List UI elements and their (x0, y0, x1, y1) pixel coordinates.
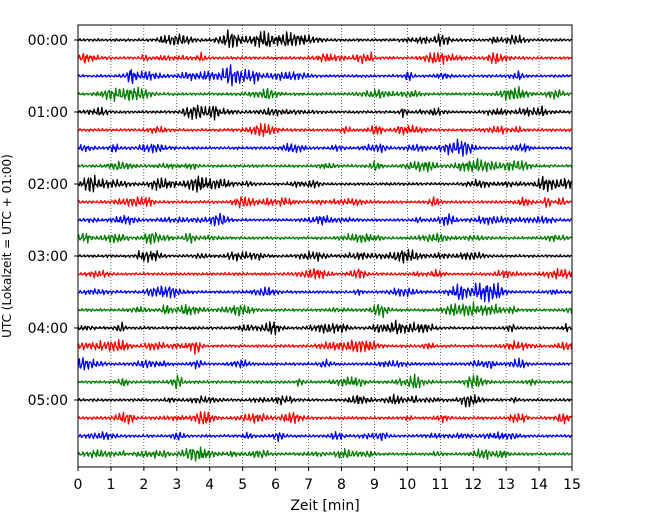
trace-row (77, 357, 572, 371)
trace-row (77, 248, 572, 264)
x-axis-title: Zeit [min] (290, 498, 359, 514)
trace-row (77, 282, 572, 303)
trace-row (77, 338, 573, 356)
trace-row (77, 373, 573, 390)
x-tick-label: 0 (74, 477, 83, 493)
y-tick-label: 00:00 (28, 33, 68, 49)
y-axis-ticks: 00:00 01:00 02:00 03:00 04:00 05:00 (28, 33, 78, 409)
trace-row (77, 104, 572, 121)
trace-row (77, 85, 572, 103)
trace-row (77, 212, 572, 227)
trace-row (77, 319, 572, 336)
trace-group (77, 29, 573, 462)
trace-row (77, 431, 572, 443)
y-tick-label: 02:00 (28, 177, 68, 193)
x-tick-label: 5 (238, 477, 247, 493)
trace-row (77, 446, 572, 462)
trace-row (77, 393, 572, 408)
trace-row (77, 122, 572, 138)
y-tick-label: 03:00 (28, 249, 68, 265)
x-tick-label: 12 (464, 477, 482, 493)
x-tick-label: 13 (497, 477, 515, 493)
y-tick-label: 01:00 (28, 105, 68, 121)
x-tick-label: 15 (563, 477, 581, 493)
trace-row (77, 51, 572, 65)
x-tick-label: 6 (271, 477, 280, 493)
x-tick-label: 4 (205, 477, 214, 493)
trace-row (77, 196, 572, 209)
x-tick-label: 3 (172, 477, 181, 493)
trace-row (77, 267, 573, 280)
x-axis-ticks: 0 1 2 3 4 5 6 7 8 9 10 11 12 13 14 15 (74, 467, 581, 493)
trace-row (77, 301, 573, 319)
x-tick-label: 14 (530, 477, 548, 493)
trace-row (77, 157, 573, 173)
y-tick-label: 05:00 (28, 393, 68, 409)
trace-row (77, 231, 573, 245)
trace-row (77, 410, 573, 425)
y-axis-title: UTC (Lokalzeit = UTC + 01:00) (0, 154, 14, 338)
trace-row (77, 174, 572, 193)
trace-row (77, 29, 572, 49)
x-tick-label: 1 (106, 477, 115, 493)
x-tick-label: 8 (337, 477, 346, 493)
trace-row (77, 64, 572, 87)
x-tick-label: 10 (398, 477, 416, 493)
x-tick-label: 9 (370, 477, 379, 493)
plot-frame (77, 24, 573, 468)
x-tick-label: 7 (304, 477, 313, 493)
x-tick-label: 11 (431, 477, 449, 493)
trace-row (77, 138, 573, 157)
plot-background (78, 25, 572, 467)
y-tick-label: 04:00 (28, 321, 68, 337)
x-tick-label: 2 (139, 477, 148, 493)
